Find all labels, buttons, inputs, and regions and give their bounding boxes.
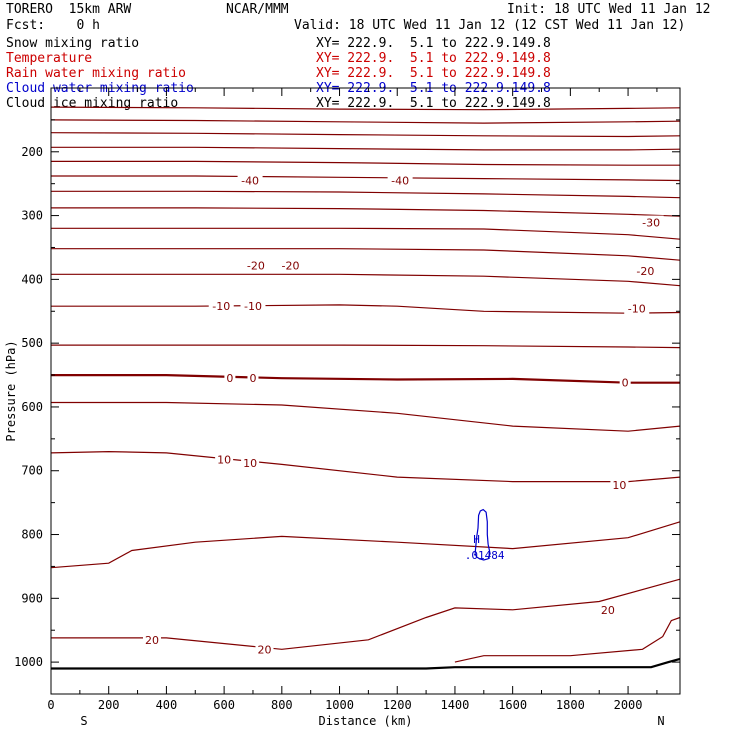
isotherm-line bbox=[51, 578, 681, 650]
isotherm-label: -40 bbox=[391, 174, 409, 187]
field-coords-temperature: XY= 222.9. 5.1 to 222.9.149.8 bbox=[316, 51, 551, 66]
isotherm-label: -20 bbox=[281, 259, 299, 272]
isotherm-label-bg bbox=[387, 173, 413, 187]
isotherm-label: 0 bbox=[249, 372, 256, 385]
isotherm-label: 20 bbox=[145, 634, 159, 647]
x-axis-label: Distance (km) bbox=[319, 714, 413, 728]
cloud-water-max-value: .01484 bbox=[465, 549, 505, 562]
terrain-line bbox=[51, 657, 681, 670]
x-tick-label: 1600 bbox=[498, 698, 527, 712]
isotherm-label-bg bbox=[240, 299, 266, 313]
isotherm-line bbox=[51, 374, 680, 384]
isotherm-label: 10 bbox=[217, 453, 231, 466]
isotherm-label-bg bbox=[208, 299, 234, 313]
isotherm-label-bg bbox=[255, 642, 274, 656]
isotherm-line bbox=[51, 175, 681, 182]
isotherm-line bbox=[51, 207, 681, 217]
isotherm-label-bg bbox=[224, 371, 236, 385]
y-tick-label: 200 bbox=[21, 145, 43, 159]
y-tick-label: 900 bbox=[21, 591, 43, 605]
y-tick-label: 600 bbox=[21, 400, 43, 414]
isotherm-line bbox=[51, 190, 681, 199]
x-tick-label: 1200 bbox=[383, 698, 412, 712]
x-tick-label: 600 bbox=[213, 698, 235, 712]
x-tick-label: 0 bbox=[47, 698, 54, 712]
isotherm-label: 20 bbox=[258, 643, 272, 656]
y-tick-label: 500 bbox=[21, 336, 43, 350]
x-tick-label: 800 bbox=[271, 698, 293, 712]
isotherm-label: -10 bbox=[628, 303, 646, 316]
forecast-hour: Fcst: 0 h bbox=[6, 18, 100, 33]
isotherm-label: -20 bbox=[636, 265, 654, 278]
isotherm-line bbox=[51, 273, 681, 287]
isotherm-label-bg bbox=[247, 371, 259, 385]
field-coords-snow: XY= 222.9. 5.1 to 222.9.149.8 bbox=[316, 36, 551, 51]
isotherm-label-bg bbox=[277, 258, 303, 272]
x-tick-label: 200 bbox=[98, 698, 120, 712]
isotherm-label-bg bbox=[243, 258, 269, 272]
y-axis-label: Pressure (hPa) bbox=[4, 340, 18, 441]
isotherm-label-bg bbox=[241, 456, 260, 470]
isotherm-label: 10 bbox=[612, 479, 626, 492]
isotherm-line bbox=[51, 160, 680, 166]
isotherm-label: -10 bbox=[212, 300, 230, 313]
x-endpoint-label-north: N bbox=[657, 714, 664, 728]
isotherm-label-bg bbox=[237, 173, 263, 187]
x-tick-label: 1400 bbox=[440, 698, 469, 712]
isotherm-label-bg bbox=[624, 301, 650, 315]
cloud-water-max-marker: H bbox=[473, 533, 480, 546]
plot-frame bbox=[50, 87, 681, 695]
field-coords-cloud-ice: XY= 222.9. 5.1 to 222.9.149.8 bbox=[316, 96, 551, 111]
model-title: TORERO 15km ARW bbox=[6, 2, 132, 17]
isotherm-label-bg bbox=[638, 215, 664, 229]
isotherm-label: 0 bbox=[622, 377, 629, 390]
isotherm-line bbox=[51, 401, 681, 432]
y-tick-label: 400 bbox=[21, 272, 43, 286]
isotherm-label-bg bbox=[142, 632, 161, 646]
y-tick-label: 1000 bbox=[14, 655, 43, 669]
isotherm-line bbox=[50, 450, 681, 483]
y-tick-label: 700 bbox=[21, 464, 43, 478]
isotherm-line bbox=[51, 146, 681, 151]
isotherm-label-bg bbox=[619, 375, 631, 389]
isotherm-label: 20 bbox=[601, 604, 615, 617]
x-endpoint-label-south: S bbox=[80, 714, 87, 728]
isotherm-line bbox=[51, 248, 681, 261]
field-name-rain: Rain water mixing ratio bbox=[6, 66, 187, 81]
isotherm-line bbox=[50, 132, 681, 138]
y-tick-label: 300 bbox=[21, 209, 43, 223]
isotherm-label-bg bbox=[632, 264, 658, 278]
isotherm-label-bg bbox=[215, 452, 234, 466]
x-tick-label: 2000 bbox=[614, 698, 643, 712]
isotherm-line bbox=[51, 304, 681, 314]
cloud-water-contour bbox=[474, 508, 491, 561]
isotherm-line bbox=[50, 106, 681, 111]
field-name-snow: Snow mixing ratio bbox=[6, 36, 140, 51]
isotherm-label: -20 bbox=[247, 259, 265, 272]
x-tick-label: 1000 bbox=[325, 698, 354, 712]
isotherm-label: -40 bbox=[241, 174, 259, 187]
isotherm-line bbox=[51, 227, 681, 240]
x-tick-label: 400 bbox=[156, 698, 178, 712]
valid-time: Valid: 18 UTC Wed 11 Jan 12 (12 CST Wed … bbox=[294, 18, 686, 33]
center-label: NCAR/MMM bbox=[226, 2, 289, 17]
isotherm-label-bg bbox=[610, 477, 629, 491]
isotherm-line bbox=[51, 344, 681, 349]
y-tick-label: 800 bbox=[21, 528, 43, 542]
x-tick-label: 1800 bbox=[556, 698, 585, 712]
isotherm-line bbox=[50, 119, 681, 124]
isotherm-line bbox=[454, 616, 681, 663]
isotherm-label-bg bbox=[598, 602, 617, 616]
isotherm-label: 0 bbox=[226, 372, 233, 385]
isotherm-label: 10 bbox=[243, 457, 257, 470]
isotherm-label: -10 bbox=[244, 300, 262, 313]
isotherm-label: -30 bbox=[642, 217, 660, 230]
init-time: Init: 18 UTC Wed 11 Jan 12 bbox=[507, 2, 711, 17]
isotherm-line bbox=[50, 521, 681, 569]
field-name-temperature: Temperature bbox=[6, 51, 93, 66]
field-coords-rain: XY= 222.9. 5.1 to 222.9.149.8 bbox=[316, 66, 551, 81]
